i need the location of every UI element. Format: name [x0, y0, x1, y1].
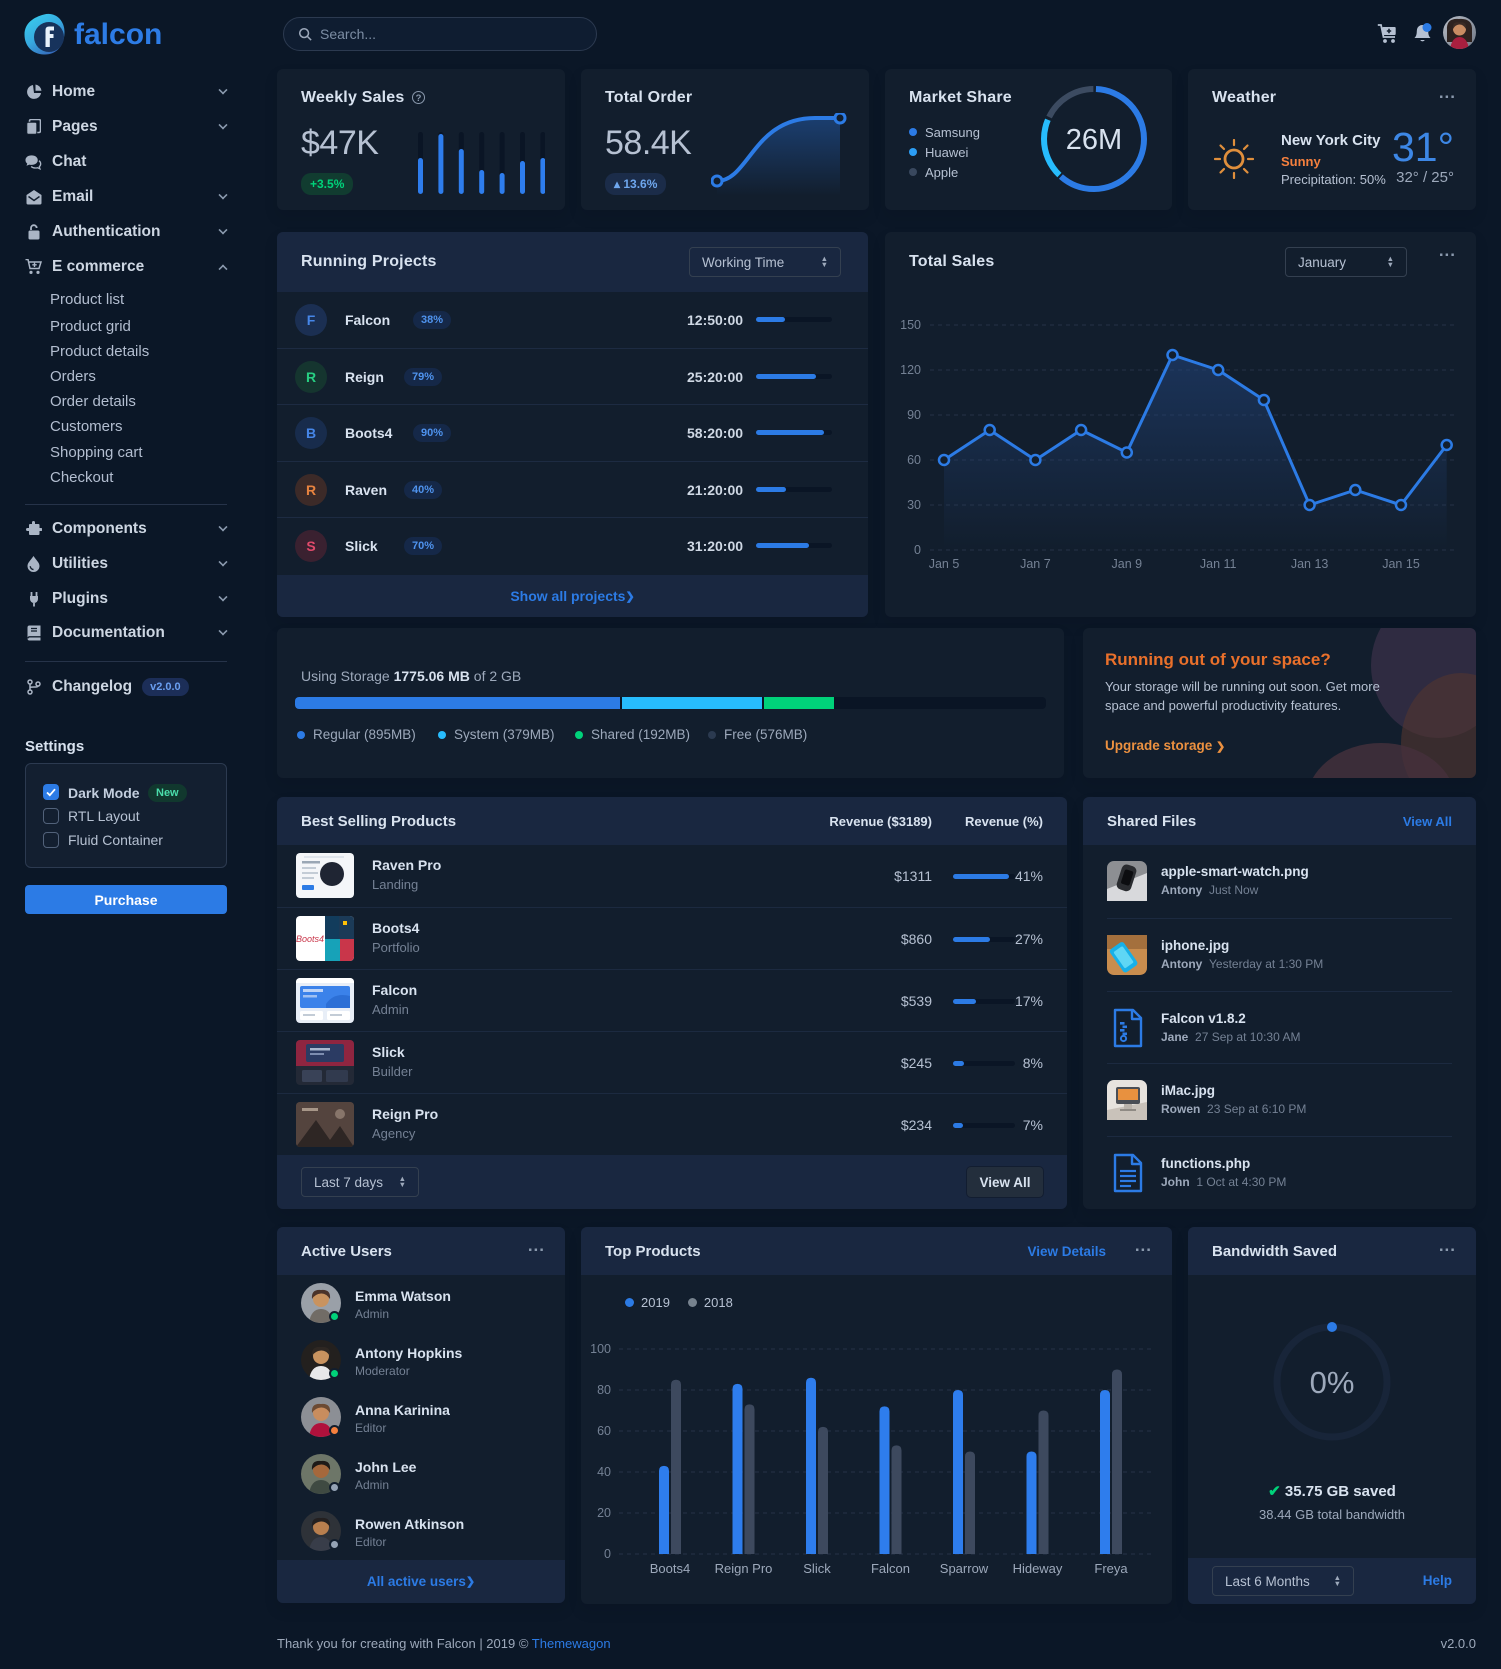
svg-text:Boots4: Boots4: [650, 1561, 690, 1576]
svg-text:40: 40: [597, 1465, 611, 1479]
svg-text:100: 100: [590, 1342, 611, 1356]
svg-text:30: 30: [907, 498, 921, 512]
svg-text:Hideway: Hideway: [1013, 1561, 1063, 1576]
svg-text:Jan 5: Jan 5: [929, 557, 960, 571]
svg-text:Falcon: Falcon: [871, 1561, 910, 1576]
svg-text:80: 80: [597, 1383, 611, 1397]
svg-text:Jan 7: Jan 7: [1020, 557, 1051, 571]
svg-text:0: 0: [914, 543, 921, 557]
svg-text:Sparrow: Sparrow: [940, 1561, 989, 1576]
svg-text:Boots4: Boots4: [296, 934, 324, 944]
svg-text:120: 120: [900, 363, 921, 377]
svg-text:26M: 26M: [1066, 124, 1122, 156]
svg-text:150: 150: [900, 318, 921, 332]
svg-text:0: 0: [604, 1547, 611, 1561]
svg-text:20: 20: [597, 1506, 611, 1520]
svg-text:90: 90: [907, 408, 921, 422]
svg-text:Reign Pro: Reign Pro: [715, 1561, 773, 1576]
svg-text:Freya: Freya: [1094, 1561, 1128, 1576]
svg-text:Jan 9: Jan 9: [1112, 557, 1143, 571]
svg-text:Jan 15: Jan 15: [1382, 557, 1420, 571]
svg-text:Jan 13: Jan 13: [1291, 557, 1329, 571]
svg-text:60: 60: [907, 453, 921, 467]
svg-text:Slick: Slick: [803, 1561, 831, 1576]
svg-text:Jan 11: Jan 11: [1200, 557, 1237, 571]
svg-text:60: 60: [597, 1424, 611, 1438]
svg-text:0%: 0%: [1310, 1365, 1355, 1400]
